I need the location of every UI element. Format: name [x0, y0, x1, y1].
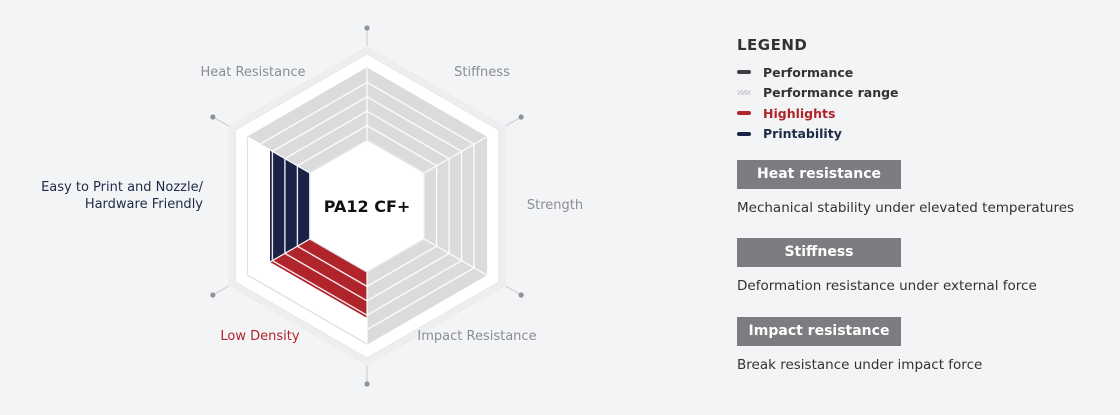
sector-strength: [424, 137, 487, 275]
legend-label-performance: Performance: [763, 64, 854, 80]
axis-dot-1: [518, 114, 524, 120]
legend-title: LEGEND: [737, 36, 808, 54]
legend-swatch-highlights: [737, 111, 751, 116]
sector-impact-resistance: [367, 239, 487, 344]
legend-item-performance-range: Performance range: [737, 83, 1107, 104]
description-stiffness: Stiffness Deformation resistance under e…: [737, 238, 1037, 294]
legend: LEGEND Performance Performance range Hig…: [737, 36, 1107, 144]
axis-label-impact-resistance: Impact Resistance: [417, 329, 536, 344]
axis-label-easy-to-print-and-nozzle-hardware-friendly: Easy to Print and Nozzle/Hardware Friend…: [41, 180, 204, 212]
description-title: Heat resistance: [737, 160, 901, 189]
axis-label-line: Stiffness: [454, 65, 510, 80]
axis-label-heat-resistance: Heat Resistance: [200, 65, 305, 80]
sector-heat-resistance: [247, 68, 367, 173]
center-hexagon: [309, 139, 425, 273]
axis-label-line: Easy to Print and Nozzle/: [41, 180, 204, 195]
sector-stiffness: [367, 68, 487, 173]
axis-label-strength: Strength: [527, 198, 583, 213]
description-heat-resistance: Heat resistance Mechanical stability und…: [737, 160, 1074, 216]
legend-swatch-performance-range: [737, 90, 751, 96]
sector-easy-to-print-and-nozzle-hardware-friendly: [270, 150, 310, 262]
legend-swatch-printability: [737, 131, 751, 136]
axis-dot-0: [364, 25, 370, 31]
axis-label-line: Low Density: [220, 329, 299, 344]
axis-label-low-density: Low Density: [220, 329, 299, 344]
center-label: PA12 CF+: [324, 197, 411, 216]
radar-chart: PA12 CF+ Stiffness Strength Impact Resistan…: [41, 25, 583, 387]
axis-label-line: Heat Resistance: [200, 65, 305, 80]
axis-tick-2: [505, 285, 522, 296]
axis-tick-5: [212, 116, 229, 127]
legend-item-printability: Printability: [737, 124, 1107, 145]
axis-dot-4: [210, 292, 216, 298]
description-text: Mechanical stability under elevated temp…: [737, 200, 1075, 216]
axis-dot-3: [364, 381, 370, 387]
description-text: Deformation resistance under external fo…: [737, 278, 1037, 294]
grid-spoke-5: [247, 136, 311, 174]
axis-label-line: Strength: [527, 198, 583, 213]
axis-label-line: Impact Resistance: [417, 329, 536, 344]
legend-label-printability: Printability: [763, 126, 842, 142]
legend-item-highlights: Highlights: [737, 103, 1107, 124]
axis-dot-5: [210, 114, 216, 120]
axis-tick-4: [212, 285, 229, 296]
legend-swatch-performance: [737, 70, 751, 75]
grid-spoke-4: [247, 238, 311, 276]
description-impact-resistance: Impact resistance Break resistance under…: [737, 317, 982, 373]
legend-label-highlights: Highlights: [763, 105, 836, 121]
description-title: Stiffness: [737, 238, 901, 267]
description-title: Impact resistance: [737, 317, 901, 346]
axis-tick-1: [505, 116, 522, 127]
axis-label-line: Hardware Friendly: [85, 197, 203, 212]
axis-label-stiffness: Stiffness: [454, 65, 510, 80]
legend-label-performance-range: Performance range: [763, 85, 899, 101]
grid-spoke-1: [423, 136, 487, 174]
axis-dot-2: [518, 292, 524, 298]
legend-item-performance: Performance: [737, 62, 1107, 83]
description-text: Break resistance under impact force: [737, 357, 983, 373]
grid-spoke-2: [423, 238, 487, 276]
